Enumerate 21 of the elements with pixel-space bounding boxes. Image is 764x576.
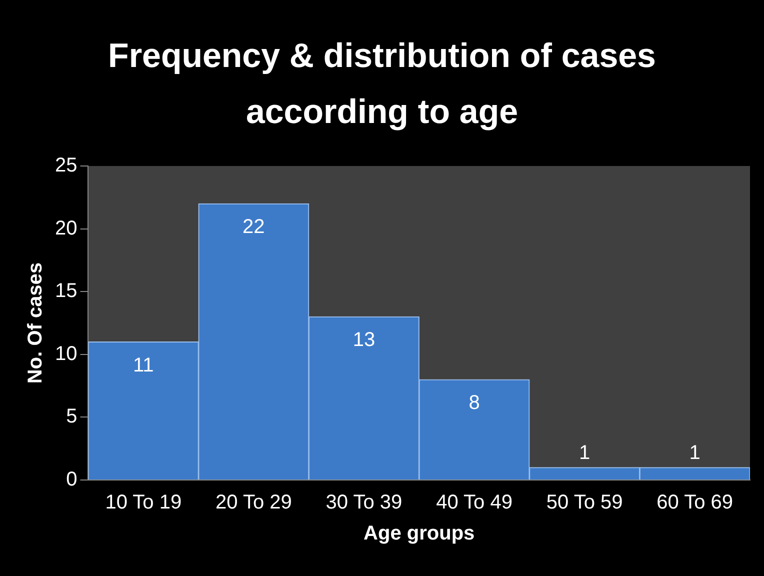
x-tick-label: 30 To 39 bbox=[326, 492, 402, 514]
x-tick-label: 10 To 19 bbox=[105, 492, 182, 514]
data-label: 8 bbox=[468, 392, 480, 414]
y-tick-label: 0 bbox=[66, 468, 78, 491]
x-axis-title: Age groups bbox=[364, 522, 475, 545]
y-axis-title: No. Of cases bbox=[24, 262, 47, 384]
data-label: 13 bbox=[352, 329, 376, 352]
x-tick-label: 40 To 49 bbox=[436, 492, 512, 514]
data-label: 1 bbox=[579, 442, 590, 464]
data-label: 11 bbox=[133, 354, 154, 376]
chart-title: Frequency & distribution of cases according to age bbox=[107, 36, 657, 133]
y-tick-label: 10 bbox=[54, 342, 78, 365]
y-tick-label: 25 bbox=[54, 154, 78, 177]
data-label: 22 bbox=[242, 216, 265, 238]
y-tick-label: 15 bbox=[54, 280, 78, 302]
y-tick-label: 20 bbox=[54, 217, 78, 240]
x-tick-label: 50 To 59 bbox=[546, 492, 623, 514]
x-tick-label: 20 To 29 bbox=[215, 492, 292, 514]
data-label: 1 bbox=[689, 442, 700, 464]
y-tick-label: 5 bbox=[66, 406, 78, 428]
x-tick-label: 60 To 69 bbox=[656, 492, 734, 514]
